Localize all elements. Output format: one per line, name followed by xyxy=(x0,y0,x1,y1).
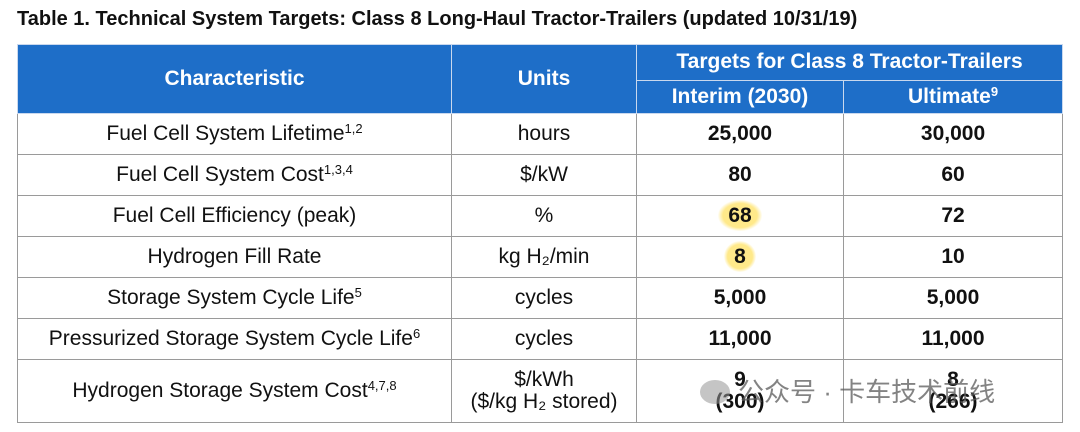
units-value: % xyxy=(534,203,554,227)
characteristic: Hydrogen Fill Rate xyxy=(147,244,322,268)
ultimate-cell: 10 xyxy=(842,236,1064,278)
interim-value: 11,000 xyxy=(708,326,772,350)
footnote: 6 xyxy=(412,325,421,341)
interim-value: 5,000 xyxy=(713,285,767,309)
table-title: Table 1. Technical System Targets: Class… xyxy=(17,8,858,30)
interim-value: 80 xyxy=(728,162,752,186)
interim-value: 68 xyxy=(718,199,762,231)
interim-cell: 25,000 xyxy=(636,113,844,155)
characteristic-cell: Fuel Cell Efficiency (peak) xyxy=(17,195,452,237)
header-characteristic: Characteristic xyxy=(17,44,452,114)
characteristic-cell: Hydrogen Fill Rate xyxy=(17,236,452,278)
ultimate-cell: 5,000 xyxy=(842,277,1064,319)
ultimate-value: 60 xyxy=(941,162,965,186)
table-row: Hydrogen Storage System Cost4,7,8 $/kWh ($… xyxy=(17,359,1064,423)
footnote: 5 xyxy=(354,284,362,300)
interim-value: 8 xyxy=(724,240,756,272)
interim-cell: 11,000 xyxy=(636,318,844,360)
units-value: $/kW xyxy=(520,162,568,186)
header-ultimate-text: Ultimate xyxy=(907,84,991,108)
units-cell: $/kWh ($/kg H₂ stored) xyxy=(451,359,637,423)
characteristic-cell: Fuel Cell System Lifetime1,2 xyxy=(17,113,452,155)
interim-value: 25,000 xyxy=(707,121,773,145)
ultimate-value: 30,000 xyxy=(920,121,986,145)
ultimate-value: 11,000 xyxy=(921,326,985,350)
footnote: 4,7,8 xyxy=(367,377,397,393)
ultimate-value: 5,000 xyxy=(926,285,980,309)
header-ultimate: Ultimate9 xyxy=(842,80,1064,114)
interim-cell: 8 xyxy=(636,236,844,278)
characteristic-cell: Pressurized Storage System Cycle Life6 xyxy=(17,318,452,360)
watermark: 公众号 · 卡车技术前线 xyxy=(700,372,995,409)
interim-cell: 80 xyxy=(636,154,844,196)
ultimate-cell: 8 (266) xyxy=(842,359,1064,423)
table-row: Fuel Cell System Cost1,3,4 $/kW 80 60 xyxy=(17,154,1064,196)
characteristic-cell: Hydrogen Storage System Cost4,7,8 xyxy=(17,359,452,423)
units-value: ($/kg H₂ stored) xyxy=(470,390,618,413)
ultimate-cell: 30,000 xyxy=(842,113,1064,155)
units-cell: cycles xyxy=(451,318,637,360)
footnote: 9 xyxy=(990,83,999,99)
ultimate-value: 10 xyxy=(941,244,965,268)
footnote: 1,2 xyxy=(344,120,363,136)
characteristic: Fuel Cell Efficiency (peak) xyxy=(112,203,357,227)
units-value: hours xyxy=(517,121,571,145)
interim-value: 9 xyxy=(734,367,746,391)
header-targets: Targets for Class 8 Tractor-Trailers xyxy=(635,44,1064,81)
ultimate-cell: 72 xyxy=(842,195,1064,237)
ultimate-value: (266) xyxy=(928,390,978,413)
ultimate-value: 72 xyxy=(941,203,965,227)
characteristic: Storage System Cycle Life xyxy=(107,285,355,309)
interim-cell: 68 xyxy=(636,195,844,237)
characteristic-cell: Fuel Cell System Cost1,3,4 xyxy=(17,154,452,196)
interim-cell: 9 (300) xyxy=(636,359,844,423)
units-value: cycles xyxy=(514,285,574,309)
ultimate-cell: 60 xyxy=(842,154,1064,196)
table-row: Pressurized Storage System Cycle Life6 cy… xyxy=(17,318,1064,360)
table-row: Hydrogen Fill Rate kg H₂/min 8 10 xyxy=(17,236,1064,278)
watermark-icon xyxy=(700,380,730,404)
units-value: cycles xyxy=(514,326,574,350)
units-cell: cycles xyxy=(451,277,637,319)
units-cell: % xyxy=(451,195,637,237)
characteristic: Pressurized Storage System Cycle Life xyxy=(48,326,413,350)
header-interim: Interim (2030) xyxy=(636,80,844,114)
characteristic: Hydrogen Storage System Cost xyxy=(72,378,368,402)
ultimate-cell: 11,000 xyxy=(842,318,1064,360)
targets-table: Characteristic Units Targets for Class 8… xyxy=(17,44,1064,423)
units-value: $/kWh xyxy=(514,367,574,391)
units-value: kg H₂/min xyxy=(498,244,590,268)
interim-cell: 5,000 xyxy=(636,277,844,319)
table-row: Storage System Cycle Life5 cycles 5,000 5,0… xyxy=(17,277,1064,319)
units-cell: kg H₂/min xyxy=(451,236,637,278)
characteristic: Fuel Cell System Lifetime xyxy=(106,121,345,145)
characteristic: Fuel Cell System Cost xyxy=(116,162,324,186)
characteristic-cell: Storage System Cycle Life5 xyxy=(17,277,452,319)
watermark-text: 公众号 · 卡车技术前线 xyxy=(738,377,996,407)
header-units: Units xyxy=(451,44,637,114)
footnote: 1,3,4 xyxy=(323,161,353,177)
ultimate-value: 8 xyxy=(947,367,959,391)
units-cell: hours xyxy=(451,113,637,155)
table-row: Fuel Cell Efficiency (peak)% 68 72 xyxy=(17,195,1064,237)
units-cell: $/kW xyxy=(451,154,637,196)
table-row: Fuel Cell System Lifetime1,2 hours 25,000 3… xyxy=(17,113,1064,155)
